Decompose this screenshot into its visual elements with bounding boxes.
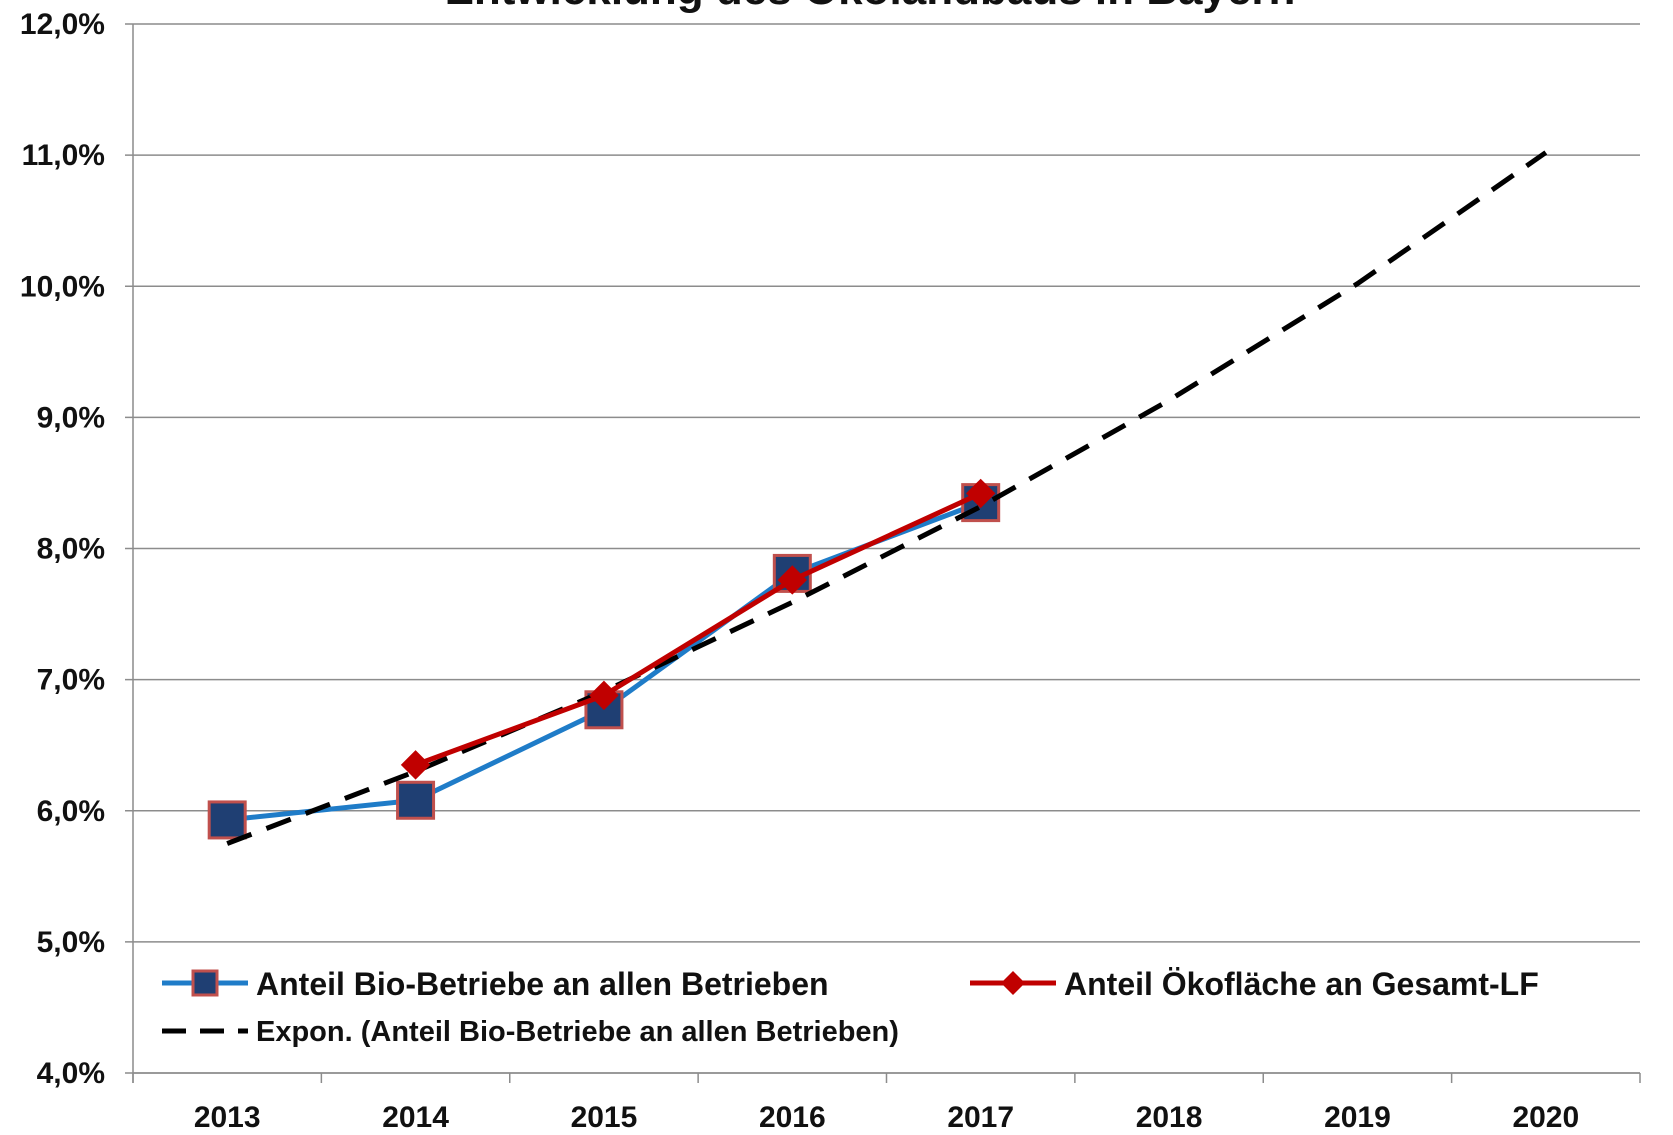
marker-oekoflaeche-2017 (965, 478, 996, 509)
legend-label-trend: Expon. (Anteil Bio-Betriebe an allen Bet… (256, 1016, 899, 1048)
series-line-oekoflaeche (414, 491, 982, 768)
legend-marker-bio-betriebe (191, 969, 219, 997)
chart-title: Entwicklung des Ökolandbaus in Bayern (445, 0, 1296, 14)
y-tick-label: 5,0% (37, 926, 105, 959)
legend-label-bio-betriebe: Anteil Bio-Betriebe an allen Betrieben (256, 966, 829, 1002)
legend-marker-oekoflaeche (1001, 971, 1025, 995)
x-tick-label: 2019 (1324, 1101, 1391, 1134)
gridlines (125, 23, 1640, 1074)
y-tick-label: 8,0% (37, 533, 105, 566)
marker-oekoflaeche-2014 (400, 750, 431, 780)
x-tick-label: 2020 (1512, 1101, 1579, 1134)
x-tick-labels: 2013 2014 2015 2016 2017 2018 2019 2020 (194, 1101, 1579, 1134)
x-tick-label: 2015 (571, 1101, 638, 1134)
y-tick-labels: 4,0% 5,0% 6,0% 7,0% 8,0% 9,0% 10,0% 11,0% 12,0% (20, 8, 105, 1090)
y-tick-label: 6,0% (37, 795, 105, 828)
marker-bio-betriebe-2013 (207, 800, 247, 840)
y-tick-label: 4,0% (37, 1057, 105, 1090)
x-tick-label: 2018 (1136, 1101, 1203, 1134)
axes (132, 24, 1641, 1083)
legend-label-oekoflaeche: Anteil Ökofläche an Gesamt-LF (1064, 966, 1539, 1002)
y-tick-label: 7,0% (37, 664, 105, 697)
x-tick-label: 2017 (947, 1101, 1014, 1134)
legend: Anteil Bio-Betriebe an allen Betrieben An… (162, 966, 1539, 1048)
marker-bio-betriebe-2014 (396, 780, 436, 820)
x-tick-label: 2016 (759, 1101, 826, 1134)
x-tick-label: 2013 (194, 1101, 261, 1134)
marker-oekoflaeche-2015 (589, 680, 619, 711)
y-tick-label: 12,0% (20, 8, 105, 41)
series-layer (207, 150, 1548, 846)
y-tick-label: 9,0% (37, 401, 105, 434)
y-tick-label: 11,0% (22, 139, 105, 172)
y-tick-label: 10,0% (20, 270, 105, 303)
x-tick-label: 2014 (382, 1101, 449, 1134)
marker-oekoflaeche-2016 (777, 565, 808, 595)
series-line-trend (226, 150, 1548, 846)
